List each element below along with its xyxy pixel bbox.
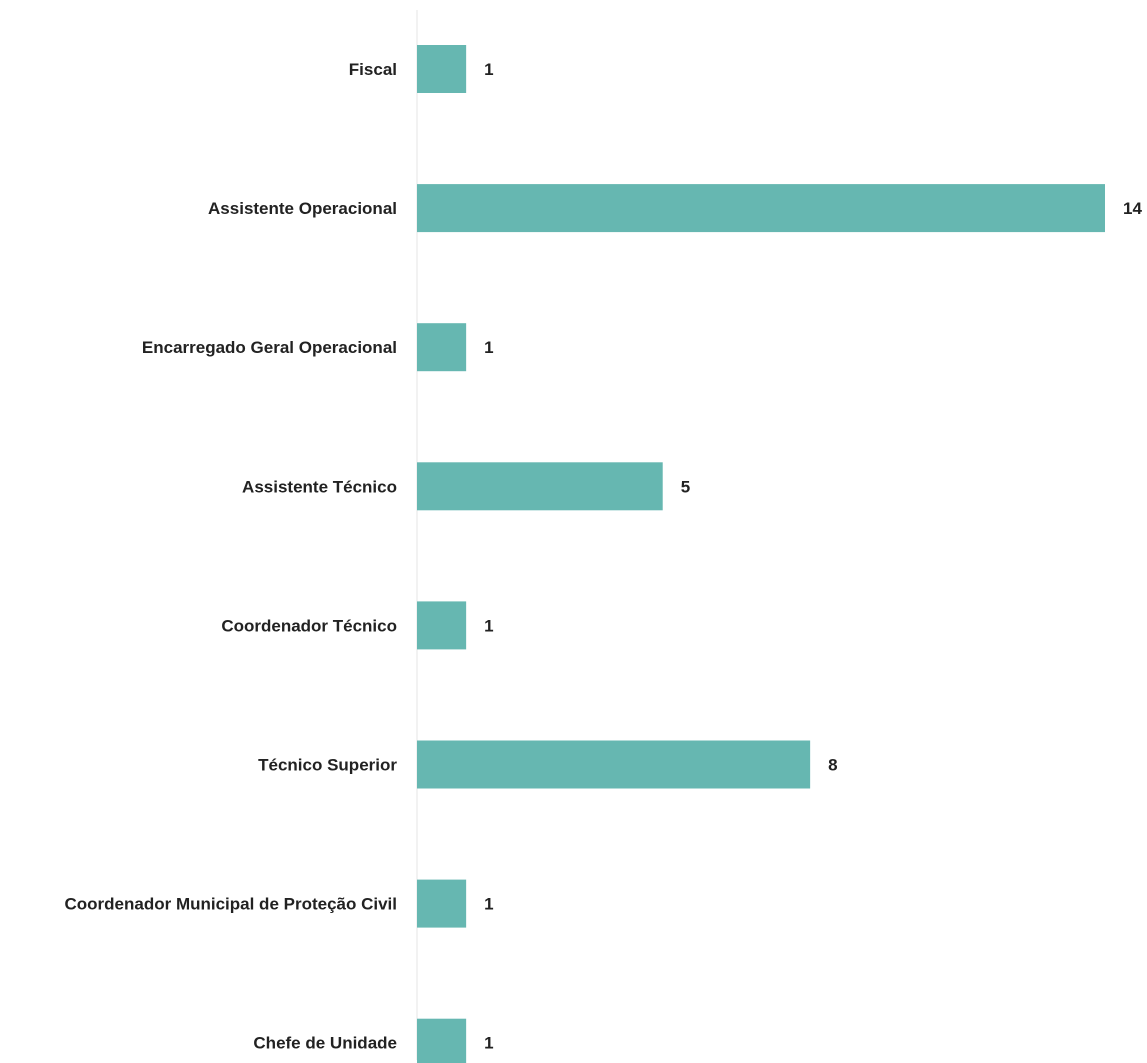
- value-labels-group: 1 14 1 5 1 8 1 1: [484, 60, 1142, 1053]
- value-label: 14: [1123, 199, 1142, 218]
- category-labels-group: Fiscal Assistente Operacional Encarregado …: [65, 60, 398, 1053]
- bars-group: [417, 45, 1105, 1063]
- value-label: 1: [484, 616, 493, 635]
- bar: [417, 323, 467, 372]
- value-label: 8: [828, 756, 837, 775]
- bar: [417, 601, 467, 650]
- category-label: Coordenador Municipal de Proteção Civil: [65, 895, 398, 914]
- value-label: 1: [484, 895, 493, 914]
- bar: [417, 740, 811, 789]
- value-label: 1: [484, 60, 493, 79]
- value-label: 5: [681, 477, 690, 496]
- category-label: Coordenador Técnico: [221, 616, 397, 635]
- category-label: Assistente Operacional: [208, 199, 397, 218]
- value-label: 1: [484, 1034, 493, 1053]
- category-label: Assistente Técnico: [242, 477, 397, 496]
- bar: [417, 184, 1105, 233]
- bar: [417, 1018, 467, 1063]
- bar: [417, 462, 663, 511]
- value-label: 1: [484, 338, 493, 357]
- bar: [417, 879, 467, 928]
- category-label: Técnico Superior: [258, 756, 397, 775]
- category-label: Fiscal: [349, 60, 397, 79]
- bar: [417, 45, 467, 93]
- category-label: Chefe de Unidade: [253, 1034, 397, 1053]
- category-label: Encarregado Geral Operacional: [142, 338, 397, 357]
